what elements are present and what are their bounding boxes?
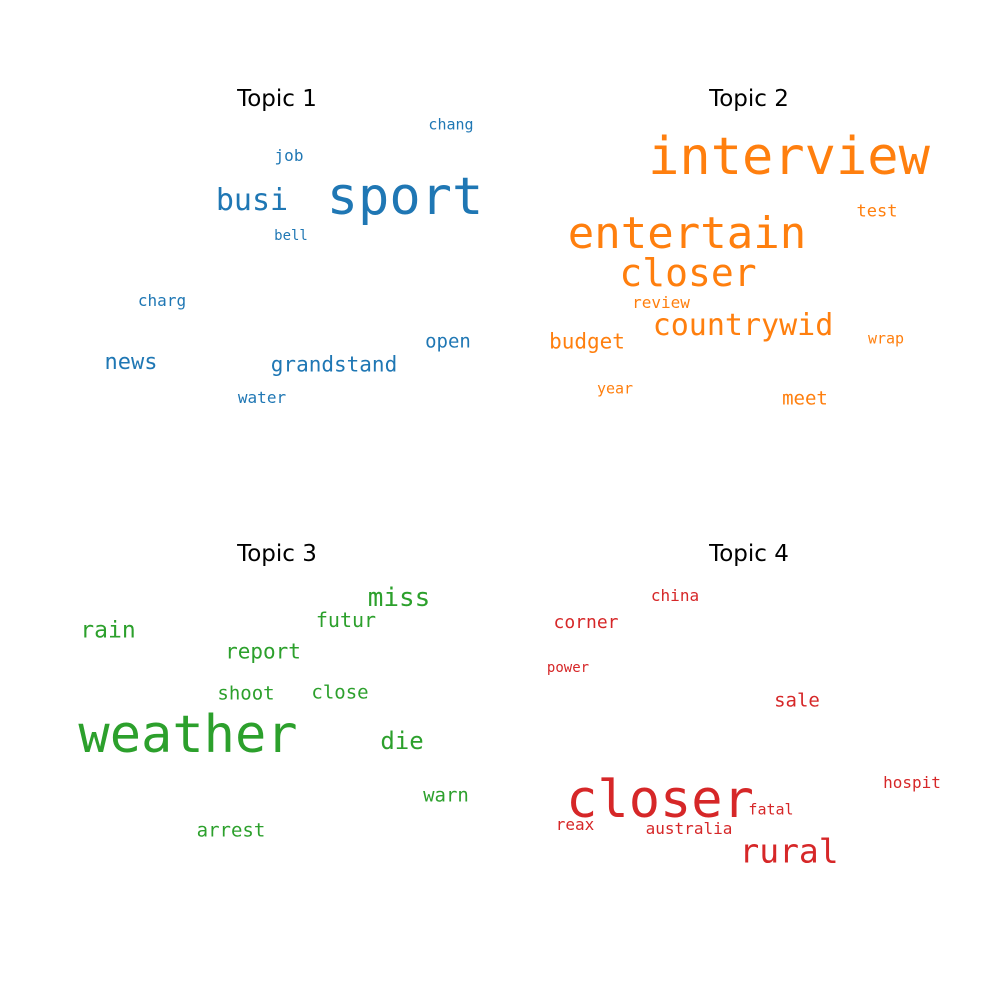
topic-4-word-power: power: [546, 660, 590, 676]
topic-3-word-close: close: [311, 681, 369, 704]
topic-2-word-wrap: wrap: [867, 329, 905, 348]
topic-3-word-rain: rain: [80, 617, 136, 644]
topic-4-word-corner: corner: [553, 612, 619, 633]
topic-2-word-meet: meet: [782, 387, 828, 410]
topic-4-title: Topic 4: [709, 541, 789, 567]
topic-4-word-closer: closer: [566, 770, 754, 830]
topic-1-word-news: news: [104, 350, 158, 375]
topic-2-word-review: review: [632, 293, 690, 312]
topic-1-word-job: job: [274, 146, 304, 165]
topic-3-word-report: report: [225, 639, 301, 664]
topic-4-word-reax: reax: [555, 815, 595, 834]
topic-2-panel: Topic 2 interview entertain closer countryw…: [500, 0, 1000, 500]
topic-3-word-futur: futur: [315, 608, 377, 632]
topic-2-word-interview: interview: [648, 127, 930, 187]
topic-4-word-australia: australia: [645, 819, 733, 838]
topic-2-word-closer: closer: [619, 251, 757, 295]
topic-2-word-entertain: entertain: [567, 208, 807, 259]
topic-3-panel: Topic 3 weather miss rain die report futur war…: [0, 500, 500, 1000]
topic-3-title: Topic 3: [237, 541, 317, 567]
topic-3-word-weather: weather: [78, 705, 298, 765]
topic-3-word-warn: warn: [423, 784, 469, 807]
topic-1-word-open: open: [425, 330, 471, 353]
topic-4-word-fatal: fatal: [748, 800, 794, 819]
topic-2-word-year: year: [596, 379, 634, 398]
topic-1-word-grandstand: grandstand: [270, 352, 398, 377]
topic-3-word-miss: miss: [367, 583, 431, 613]
topic-1-word-water: water: [237, 388, 287, 407]
topic-4-panel: Topic 4 closer rural sale corner china hospit…: [500, 500, 1000, 1000]
topic-4-word-rural: rural: [739, 831, 839, 871]
topic-1-panel: Topic 1 sport busi grandstand news open charg…: [0, 0, 500, 500]
topic-1-word-chang: chang: [428, 115, 474, 134]
topic-1-word-charg: charg: [137, 291, 187, 310]
topic-1-title: Topic 1: [237, 86, 317, 112]
topic-3-word-shoot: shoot: [217, 682, 275, 705]
topic-4-word-sale: sale: [774, 689, 820, 712]
topic-4-word-hospit: hospit: [883, 773, 941, 792]
topic-1-word-busi: busi: [215, 183, 289, 218]
topic-3-word-die: die: [380, 727, 424, 755]
topic-3-word-arrest: arrest: [196, 819, 266, 842]
topic-4-word-china: china: [650, 586, 700, 605]
topic-1-word-bell: bell: [274, 228, 308, 244]
topic-1-word-sport: sport: [326, 167, 484, 227]
topic-2-word-test: test: [856, 201, 898, 222]
topic-2-title: Topic 2: [709, 86, 789, 112]
topic-2-word-budget: budget: [549, 329, 625, 354]
topic-2-word-countrywid: countrywid: [652, 308, 834, 343]
